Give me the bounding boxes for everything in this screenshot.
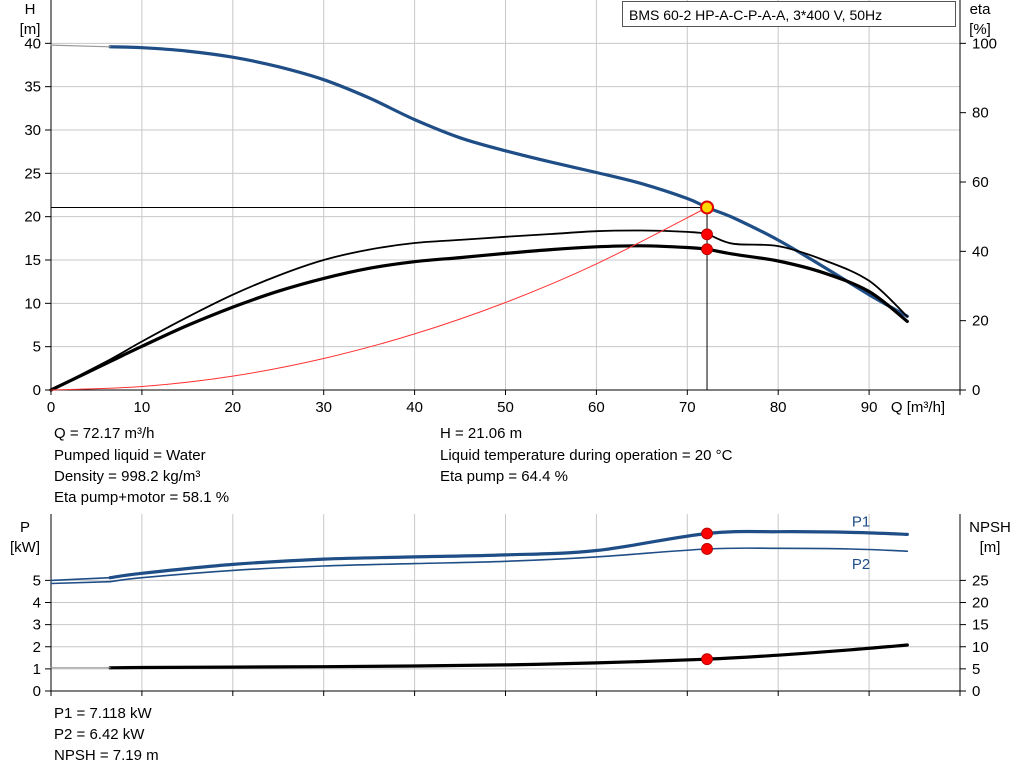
- lower-right-tick-label: 20: [972, 595, 989, 612]
- x-tick-label: 30: [315, 399, 332, 416]
- info-p2: P2 = 6.42 kW: [54, 726, 145, 743]
- curve-label-p1: P1: [852, 513, 870, 530]
- upper-left-tick-label: 0: [33, 382, 41, 399]
- upper-right-tick-label: 60: [972, 174, 989, 191]
- duty-point-p2-marker: [701, 543, 713, 555]
- y-axis-left-unit: [m]: [20, 21, 41, 38]
- info-eta-pump-motor: Eta pump+motor = 58.1 %: [54, 489, 230, 506]
- upper-right-tick-label: 80: [972, 105, 989, 122]
- upper-curve-eta-pump: [50, 229, 909, 391]
- lower-curve-npsh: [108, 643, 909, 670]
- info-q: Q = 72.17 m³/h: [54, 425, 155, 442]
- lower-right-tick-label: 25: [972, 572, 989, 589]
- upper-left-tick-label: 15: [24, 252, 41, 269]
- x-tick-label: 70: [679, 399, 696, 416]
- x-tick-label: 0: [47, 399, 55, 416]
- y-axis-left-title: H: [25, 1, 36, 18]
- upper-right-tick-label: 20: [972, 313, 989, 330]
- upper-left-tick-label: 35: [24, 79, 41, 96]
- x-tick-label: 40: [406, 399, 423, 416]
- y-axis-right-unit: [%]: [969, 21, 991, 38]
- lower-curve-p1-shutoff: [50, 576, 111, 582]
- info-density: Density = 998.2 kg/m³: [54, 468, 201, 485]
- upper-left-tick-label: 5: [33, 339, 41, 356]
- upper-left-tick-label: 30: [24, 122, 41, 139]
- duty-point-npsh-marker: [701, 653, 713, 666]
- x-tick-label: 60: [588, 399, 605, 416]
- x-tick-label: 20: [224, 399, 241, 416]
- info-npsh: NPSH = 7.19 m: [54, 747, 159, 764]
- duty-point-p1-marker: [701, 527, 713, 540]
- x-tick-label: 90: [861, 399, 878, 416]
- lower-left-tick-label: 3: [33, 617, 41, 634]
- info-h: H = 21.06 m: [440, 425, 523, 442]
- duty-point-eta-pump-motor-marker: [701, 243, 713, 256]
- x-tick-label: 10: [134, 399, 151, 416]
- upper-left-tick-label: 25: [24, 165, 41, 182]
- lower-curve-p1: [108, 529, 909, 580]
- duty-point-head-marker: [700, 200, 715, 215]
- upper-left-tick-label: 10: [24, 295, 41, 312]
- lower-left-tick-label: 1: [33, 661, 41, 678]
- upper-right-tick-label: 0: [972, 382, 980, 399]
- lower-left-tick-label: 0: [33, 683, 41, 700]
- lower-right-tick-label: 5: [972, 661, 980, 678]
- lower-right-tick-label: 15: [972, 617, 989, 634]
- x-tick-label: 80: [770, 399, 787, 416]
- y-axis-right-title: eta: [970, 1, 992, 18]
- lower-curve-p2-shutoff: [50, 580, 111, 585]
- npsh-axis-title: NPSH: [969, 519, 1011, 536]
- power-axis-unit: [kW]: [10, 539, 40, 556]
- info-liquid-temperature: Liquid temperature during operation = 20…: [440, 447, 733, 464]
- upper-curve-system-curve: [50, 207, 708, 391]
- x-axis-label: Q [m³/h]: [891, 399, 945, 416]
- upper-curve-head-shutoff: [50, 44, 111, 48]
- upper-curve-head: [108, 45, 909, 318]
- curve-label-p2: P2: [852, 556, 870, 573]
- power-axis-title: P: [20, 519, 30, 536]
- npsh-axis-unit: [m]: [980, 539, 1001, 556]
- info-pumped-liquid: Pumped liquid = Water: [54, 447, 206, 464]
- lower-left-tick-label: 5: [33, 572, 41, 589]
- upper-left-tick-label: 20: [24, 209, 41, 226]
- lower-right-tick-label: 0: [972, 683, 980, 700]
- upper-right-tick-label: 40: [972, 243, 989, 260]
- duty-point-eta-pump-marker: [701, 228, 713, 241]
- upper-left-tick-label: 40: [24, 35, 41, 52]
- lower-left-tick-label: 4: [33, 595, 41, 612]
- chart-title: BMS 60-2 HP-A-C-P-A-A, 3*400 V, 50Hz: [622, 1, 956, 27]
- lower-curve-p2: [109, 547, 909, 583]
- upper-curve-eta-pump-motor: [49, 244, 909, 392]
- x-tick-label: 50: [497, 399, 514, 416]
- upper-right-tick-label: 100: [972, 35, 997, 52]
- info-p1: P1 = 7.118 kW: [54, 705, 152, 722]
- lower-right-tick-label: 10: [972, 639, 989, 656]
- lower-left-tick-label: 2: [33, 639, 41, 656]
- info-eta-pump: Eta pump = 64.4 %: [440, 468, 568, 485]
